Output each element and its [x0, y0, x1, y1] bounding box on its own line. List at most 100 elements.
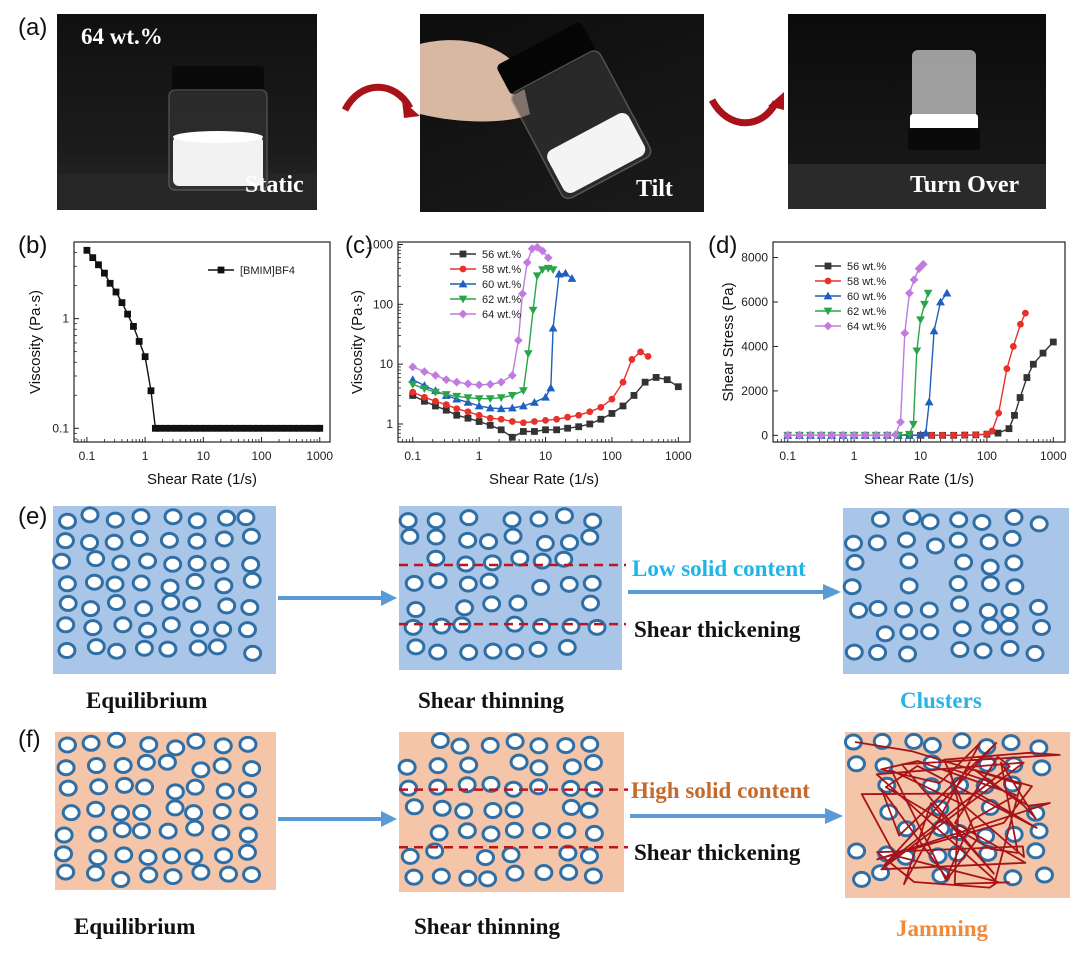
curved-arrow-2 [708, 98, 780, 127]
particle [237, 843, 257, 861]
particle [554, 507, 574, 525]
particle [428, 643, 448, 661]
data-point [486, 414, 494, 422]
particle [57, 736, 77, 754]
particle [532, 822, 552, 840]
particle [400, 527, 420, 545]
label-f-equilibrium: Equilibrium [74, 914, 196, 939]
particle [215, 782, 235, 800]
particle [919, 601, 939, 619]
series-64-wt- [783, 259, 928, 440]
particle [459, 756, 479, 774]
particle [458, 575, 478, 593]
particle [191, 761, 211, 779]
y-tick-label: 1 [386, 417, 393, 431]
particle [161, 616, 181, 634]
particle [214, 530, 234, 548]
particle [868, 644, 888, 662]
curved-arrow-2-head [768, 92, 784, 110]
data-point [523, 350, 533, 359]
data-point [508, 418, 516, 425]
data-point [546, 383, 556, 392]
particle [528, 640, 548, 658]
particle [404, 868, 424, 886]
particle [561, 617, 581, 635]
particle [879, 803, 899, 821]
diagram-e [52, 506, 1069, 674]
data-point [1049, 338, 1057, 346]
particle [868, 599, 888, 617]
data-point [452, 377, 462, 387]
particle [845, 553, 865, 571]
data-point [916, 316, 925, 325]
data-point [1009, 343, 1017, 350]
particle [981, 617, 1001, 635]
x-axis-label: Shear Rate (1/s) [147, 471, 257, 488]
y-tick-label: 10 [380, 357, 394, 371]
particle [557, 822, 577, 840]
vial-turn-over-image [788, 50, 1046, 209]
y-tick-label: 1 [62, 312, 69, 326]
particle [160, 578, 180, 596]
data-point [420, 367, 429, 377]
data-point [464, 414, 472, 422]
particle [458, 869, 478, 887]
data-point [431, 370, 440, 380]
data-point [530, 397, 539, 406]
particle [426, 528, 446, 546]
data-point [463, 394, 473, 403]
particle [217, 597, 237, 615]
particle [237, 621, 257, 639]
data-point [942, 288, 952, 297]
data-point [496, 404, 506, 413]
particle [158, 822, 178, 840]
data-point [1023, 374, 1031, 381]
data-point [475, 411, 483, 419]
particle [894, 601, 914, 619]
particle [896, 531, 916, 549]
particle [458, 531, 478, 549]
particle [188, 639, 208, 657]
data-point [464, 408, 472, 416]
series-line [412, 246, 549, 386]
data-point [220, 424, 228, 432]
photo-static: 64 wt.% Static [57, 14, 317, 210]
particle [430, 731, 450, 749]
particle [847, 842, 867, 860]
particle [999, 618, 1019, 636]
particle [114, 846, 134, 864]
particle [139, 736, 159, 754]
particle [163, 868, 183, 886]
data-point [538, 266, 547, 275]
data-point [95, 261, 102, 269]
x-axis-label: Shear Rate (1/s) [489, 471, 599, 488]
data-point [597, 415, 605, 423]
data-point [1011, 411, 1018, 419]
data-point [295, 424, 303, 432]
particle [529, 778, 549, 796]
x-tick-label: 100 [602, 449, 622, 463]
y-tick-label: 0.1 [52, 421, 69, 435]
x-tick-label: 1000 [1040, 449, 1067, 463]
photo-caption-turn-over: Turn Over [910, 172, 1020, 198]
particle [510, 549, 530, 567]
data-point [528, 306, 538, 315]
data-point [485, 395, 495, 404]
particle [219, 865, 239, 883]
particle [105, 575, 125, 593]
data-point [532, 242, 542, 252]
data-point [972, 431, 980, 439]
particle [877, 776, 897, 794]
legend-marker [823, 321, 833, 331]
data-point [112, 288, 120, 296]
particle [52, 552, 72, 570]
particle [163, 555, 183, 573]
data-point [420, 385, 429, 394]
particle [111, 554, 131, 572]
particle [899, 623, 919, 641]
data-point [226, 424, 233, 432]
data-point [905, 430, 914, 439]
particle [587, 618, 607, 636]
particle [88, 849, 108, 867]
data-point [586, 420, 594, 428]
